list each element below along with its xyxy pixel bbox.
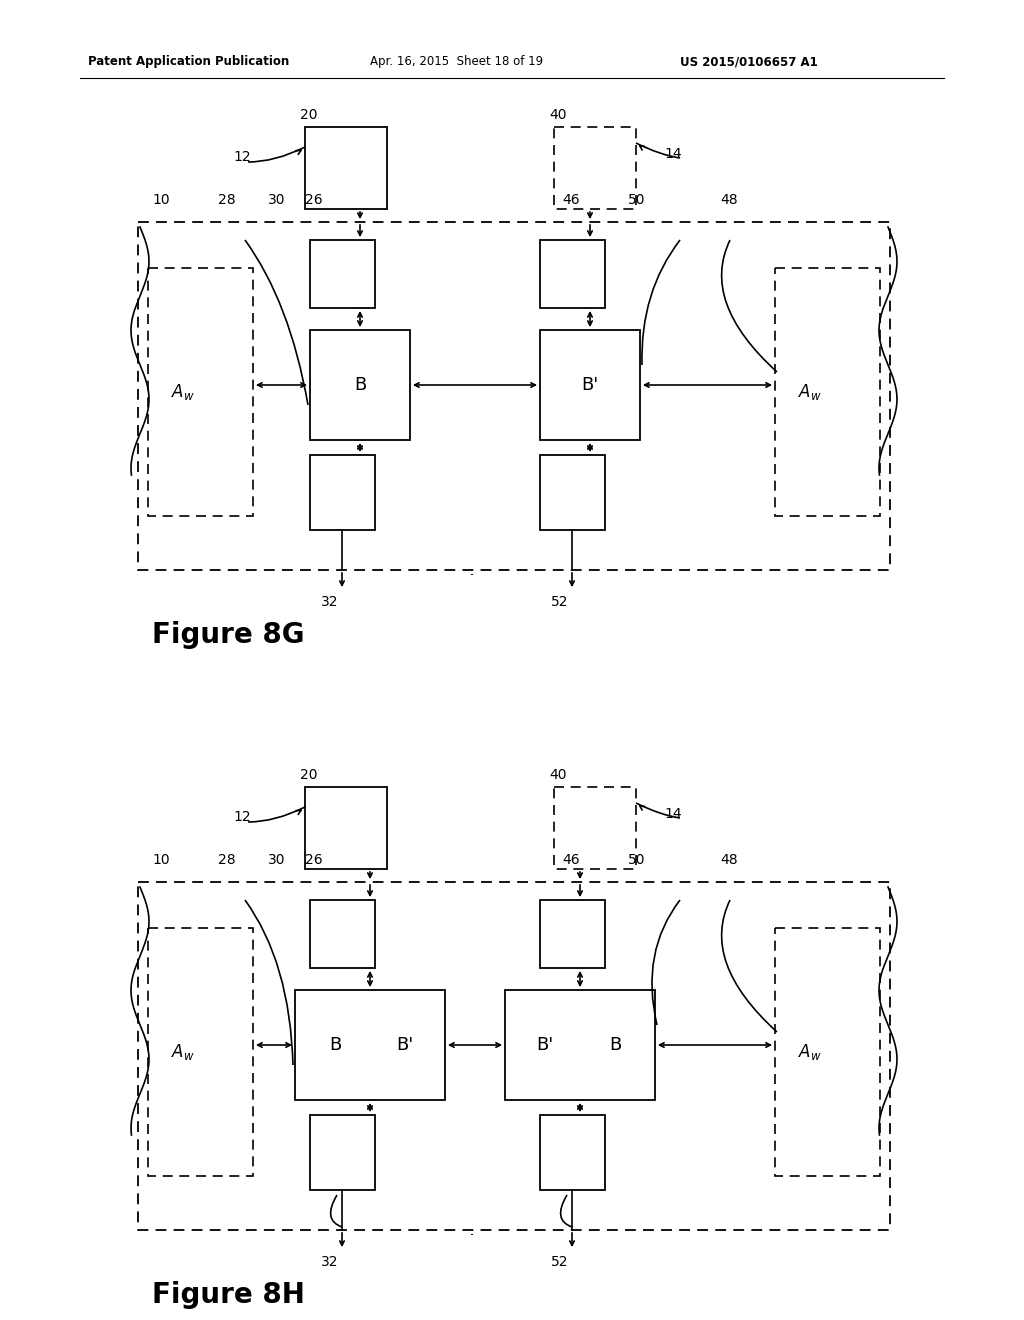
Bar — [310, 1115, 375, 1191]
Bar — [310, 900, 375, 968]
Text: 26: 26 — [305, 193, 323, 207]
Bar — [775, 928, 880, 1176]
Text: $A_w$: $A_w$ — [171, 1041, 195, 1063]
Bar — [540, 1115, 605, 1191]
Text: 48: 48 — [720, 853, 737, 867]
Text: 20: 20 — [300, 108, 317, 121]
Text: Apr. 16, 2015  Sheet 18 of 19: Apr. 16, 2015 Sheet 18 of 19 — [370, 55, 543, 69]
Text: 26: 26 — [305, 853, 323, 867]
Text: $A_w$: $A_w$ — [171, 381, 195, 403]
Bar — [540, 330, 640, 440]
Text: US 2015/0106657 A1: US 2015/0106657 A1 — [680, 55, 818, 69]
Bar — [310, 455, 375, 531]
Text: 10: 10 — [152, 193, 170, 207]
Bar — [540, 240, 605, 308]
Bar — [148, 268, 253, 516]
Text: 52: 52 — [551, 1255, 568, 1269]
Text: 20: 20 — [300, 768, 317, 781]
Text: 50: 50 — [628, 193, 645, 207]
Bar — [138, 882, 890, 1230]
Text: 46: 46 — [562, 853, 580, 867]
Text: 40: 40 — [549, 108, 566, 121]
Bar — [310, 240, 375, 308]
Text: $A_w$: $A_w$ — [798, 1041, 822, 1063]
Text: 40: 40 — [549, 768, 566, 781]
Bar — [305, 127, 387, 209]
Bar — [305, 787, 387, 869]
Text: 28: 28 — [218, 193, 236, 207]
Bar — [148, 928, 253, 1176]
Text: B: B — [609, 1036, 622, 1053]
Text: 30: 30 — [268, 853, 286, 867]
Text: 48: 48 — [720, 193, 737, 207]
Text: 52: 52 — [551, 595, 568, 609]
Text: 30: 30 — [268, 193, 286, 207]
Bar — [310, 330, 410, 440]
Text: B': B' — [537, 1036, 554, 1053]
Bar — [540, 900, 605, 968]
Text: 14: 14 — [665, 807, 682, 821]
Text: 28: 28 — [218, 853, 236, 867]
Text: 14: 14 — [665, 147, 682, 161]
Text: 12: 12 — [233, 150, 251, 164]
Bar — [554, 787, 636, 869]
Bar — [138, 222, 890, 570]
Bar — [505, 990, 655, 1100]
Text: Figure 8G: Figure 8G — [152, 620, 304, 649]
Text: 46: 46 — [562, 193, 580, 207]
Text: $A_w$: $A_w$ — [798, 381, 822, 403]
Text: Patent Application Publication: Patent Application Publication — [88, 55, 289, 69]
Text: 32: 32 — [322, 1255, 339, 1269]
Text: 12: 12 — [233, 810, 251, 824]
Text: B': B' — [396, 1036, 414, 1053]
Text: 32: 32 — [322, 595, 339, 609]
Bar — [775, 268, 880, 516]
Text: B: B — [354, 376, 367, 393]
Text: B': B' — [582, 376, 599, 393]
Text: Figure 8H: Figure 8H — [152, 1280, 305, 1309]
Text: 10: 10 — [152, 853, 170, 867]
Bar — [554, 127, 636, 209]
Bar — [295, 990, 445, 1100]
Text: 50: 50 — [628, 853, 645, 867]
Text: B: B — [329, 1036, 341, 1053]
Bar — [540, 455, 605, 531]
